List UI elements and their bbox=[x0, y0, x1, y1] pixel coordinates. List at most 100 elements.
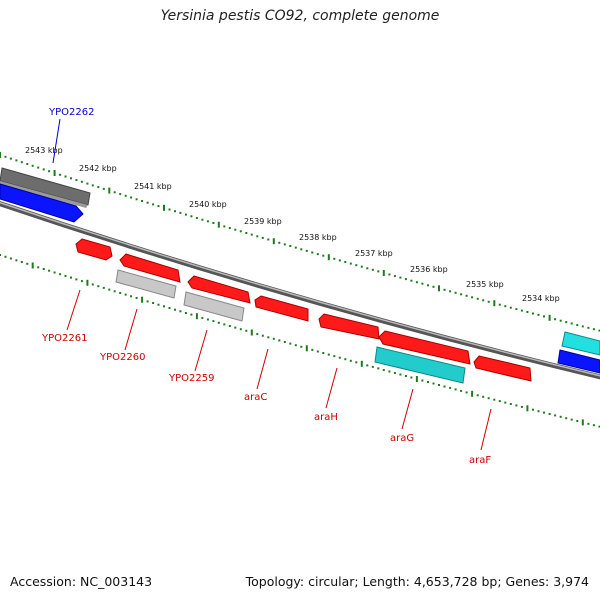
minor-tick-dot bbox=[311, 251, 314, 254]
gene-label[interactable]: YPO2259 bbox=[168, 373, 214, 384]
minor-tick-dot bbox=[598, 425, 600, 428]
minor-tick-dot bbox=[64, 274, 67, 277]
minor-tick-dot bbox=[294, 246, 297, 249]
minor-tick-dot bbox=[212, 222, 215, 224]
minor-tick-dot bbox=[190, 313, 193, 316]
minor-tick-dot bbox=[410, 376, 413, 379]
minor-tick-dot bbox=[504, 305, 507, 308]
minor-tick-dot bbox=[201, 218, 204, 221]
minor-tick-dot bbox=[48, 269, 51, 272]
minor-tick-dot bbox=[26, 262, 29, 265]
minor-tick-dot bbox=[349, 262, 352, 265]
minor-tick-dot bbox=[509, 306, 512, 309]
minor-tick-dot bbox=[15, 259, 18, 262]
gene-label[interactable]: YPO2262 bbox=[48, 107, 94, 118]
gene-arag-cyan-box[interactable] bbox=[374, 346, 466, 384]
minor-tick-dot bbox=[565, 321, 568, 324]
gene-label[interactable]: YPO2261 bbox=[41, 333, 87, 344]
gene-arah-arrow[interactable] bbox=[318, 313, 380, 340]
minor-tick-dot bbox=[565, 417, 568, 420]
minor-tick-dot bbox=[289, 245, 292, 247]
minor-tick-dot bbox=[399, 373, 402, 376]
minor-tick-dot bbox=[598, 329, 600, 332]
minor-tick-dot bbox=[576, 420, 579, 422]
major-tick-mark bbox=[141, 296, 144, 303]
minor-tick-dot bbox=[80, 180, 83, 183]
minor-tick-dot bbox=[432, 285, 435, 288]
minor-tick-dot bbox=[322, 352, 325, 354]
minor-tick-dot bbox=[543, 315, 545, 318]
minor-tick-dot bbox=[97, 186, 100, 189]
minor-tick-dot bbox=[548, 413, 551, 415]
major-tick-mark bbox=[195, 313, 198, 320]
minor-tick-dot bbox=[152, 203, 155, 206]
scale-tick-label: 2534 kbp bbox=[522, 294, 560, 303]
minor-tick-dot bbox=[113, 290, 116, 293]
minor-tick-dot bbox=[338, 259, 341, 262]
gene-label[interactable]: araF bbox=[469, 455, 491, 466]
gene-araf-arrow[interactable] bbox=[473, 355, 532, 382]
major-tick-mark bbox=[438, 285, 440, 292]
minor-tick-dot bbox=[157, 303, 160, 306]
gene-arag-arrow[interactable] bbox=[378, 330, 471, 365]
minor-tick-dot bbox=[443, 288, 446, 291]
minor-tick-dot bbox=[344, 358, 347, 361]
gene-ypo2260-box[interactable] bbox=[115, 269, 177, 299]
gene-label[interactable]: YPO2260 bbox=[99, 352, 145, 363]
gene-label[interactable]: araH bbox=[314, 412, 338, 423]
genome-summary-text: Topology: circular; Length: 4,653,728 bp… bbox=[245, 574, 589, 589]
gene-label[interactable]: araC bbox=[244, 392, 267, 403]
minor-tick-dot bbox=[498, 400, 501, 403]
major-tick-mark bbox=[305, 345, 308, 352]
minor-tick-dot bbox=[179, 310, 182, 313]
minor-tick-dot bbox=[102, 187, 105, 190]
minor-tick-dot bbox=[245, 329, 248, 332]
gene-red-arrow-1[interactable] bbox=[119, 253, 181, 283]
minor-tick-dot bbox=[570, 322, 573, 325]
scale-tick-label: 2536 kbp bbox=[410, 265, 448, 274]
minor-tick-dot bbox=[300, 345, 303, 348]
minor-tick-dot bbox=[404, 375, 407, 377]
gene-blue-right-arrow[interactable] bbox=[557, 349, 600, 374]
minor-tick-dot bbox=[201, 316, 204, 319]
minor-tick-dot bbox=[4, 255, 7, 258]
minor-tick-dot bbox=[438, 384, 440, 386]
minor-tick-dot bbox=[278, 339, 281, 342]
minor-tick-dot bbox=[592, 424, 595, 427]
minor-tick-dot bbox=[42, 268, 45, 270]
minor-tick-dot bbox=[382, 369, 385, 371]
minor-tick-dot bbox=[15, 159, 18, 162]
minor-tick-dot bbox=[102, 286, 105, 289]
inner-tick-track bbox=[0, 254, 600, 428]
minor-tick-dot bbox=[9, 257, 12, 260]
minor-tick-dot bbox=[267, 238, 270, 241]
gene-red-arrow-2[interactable] bbox=[187, 275, 251, 304]
gene-ypo2261-arrow[interactable] bbox=[75, 238, 113, 261]
scale-tick-label: 2540 kbp bbox=[189, 200, 227, 209]
major-tick-mark bbox=[382, 270, 385, 276]
minor-tick-dot bbox=[311, 348, 314, 351]
gene-label[interactable]: araG bbox=[390, 433, 414, 444]
minor-tick-dot bbox=[554, 414, 557, 417]
minor-tick-dot bbox=[261, 236, 264, 239]
gene-ypo2259-box[interactable] bbox=[183, 291, 245, 322]
minor-tick-dot bbox=[487, 397, 490, 400]
gene-blue-arrow[interactable] bbox=[0, 183, 84, 223]
minor-tick-dot bbox=[587, 326, 590, 329]
gene-arac-arrow[interactable] bbox=[254, 295, 309, 322]
minor-tick-dot bbox=[91, 184, 94, 187]
minor-tick-dot bbox=[119, 292, 122, 294]
minor-tick-dot bbox=[42, 168, 45, 171]
minor-tick-dot bbox=[404, 278, 407, 281]
scale-tick-label: 2537 kbp bbox=[355, 249, 393, 258]
minor-tick-dot bbox=[388, 370, 391, 373]
minor-tick-dot bbox=[289, 342, 292, 345]
minor-tick-dot bbox=[53, 271, 56, 274]
minor-tick-dot bbox=[70, 177, 72, 180]
minor-tick-dot bbox=[592, 328, 595, 331]
minor-tick-dot bbox=[20, 161, 23, 164]
minor-tick-dot bbox=[338, 356, 341, 359]
minor-tick-dot bbox=[97, 285, 100, 288]
gene-cyan-right-arrow[interactable] bbox=[561, 331, 600, 356]
